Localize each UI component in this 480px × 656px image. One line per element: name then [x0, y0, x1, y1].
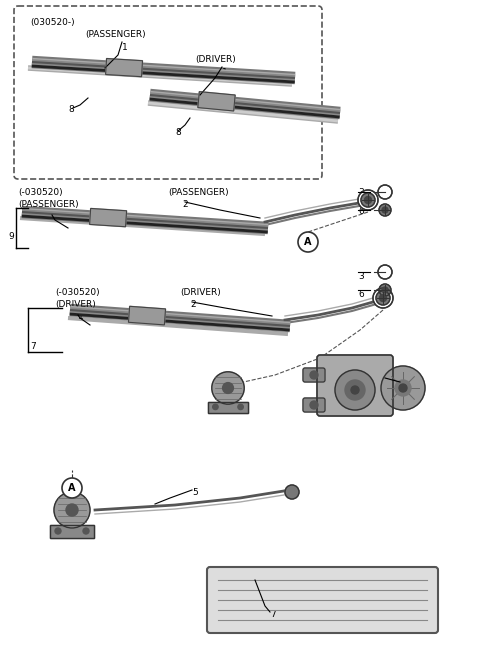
Text: 7: 7	[270, 610, 276, 619]
Circle shape	[378, 265, 392, 279]
Circle shape	[382, 287, 388, 293]
Polygon shape	[208, 401, 248, 413]
FancyBboxPatch shape	[317, 355, 393, 416]
Text: A: A	[304, 237, 312, 247]
Circle shape	[223, 382, 233, 394]
Circle shape	[212, 372, 244, 404]
Text: (030520-): (030520-)	[30, 18, 74, 27]
Text: 2: 2	[190, 300, 196, 309]
Circle shape	[382, 207, 388, 213]
Circle shape	[376, 291, 390, 305]
Text: A: A	[68, 483, 76, 493]
Text: 3: 3	[358, 272, 364, 281]
Text: 4: 4	[400, 380, 406, 389]
Circle shape	[380, 295, 386, 302]
Circle shape	[310, 401, 318, 409]
Text: 8: 8	[68, 105, 74, 114]
Text: 1: 1	[222, 68, 228, 77]
Text: 3: 3	[358, 188, 364, 197]
FancyBboxPatch shape	[14, 6, 322, 179]
Circle shape	[83, 528, 89, 534]
Text: 5: 5	[192, 488, 198, 497]
FancyBboxPatch shape	[303, 398, 325, 412]
FancyBboxPatch shape	[207, 567, 438, 633]
Text: (DRIVER): (DRIVER)	[195, 55, 236, 64]
Circle shape	[364, 197, 372, 203]
Text: 1: 1	[78, 312, 84, 321]
Text: (-030520): (-030520)	[18, 188, 62, 197]
Circle shape	[335, 370, 375, 410]
Polygon shape	[90, 209, 127, 227]
Text: 1: 1	[52, 212, 58, 221]
Circle shape	[345, 380, 365, 400]
Circle shape	[395, 380, 411, 396]
Polygon shape	[198, 92, 235, 111]
Circle shape	[358, 190, 378, 210]
Text: 2: 2	[182, 200, 188, 209]
Circle shape	[351, 386, 359, 394]
Text: 6: 6	[358, 207, 364, 216]
Circle shape	[381, 366, 425, 410]
Circle shape	[285, 485, 299, 499]
Circle shape	[378, 185, 392, 199]
FancyBboxPatch shape	[303, 368, 325, 382]
Text: (-030520): (-030520)	[55, 288, 100, 297]
Circle shape	[238, 404, 243, 409]
Polygon shape	[129, 306, 166, 325]
Circle shape	[213, 404, 218, 409]
Text: (PASSENGER): (PASSENGER)	[168, 188, 228, 197]
Circle shape	[298, 232, 318, 252]
Circle shape	[373, 288, 393, 308]
Circle shape	[62, 478, 82, 498]
Circle shape	[310, 371, 318, 379]
Circle shape	[379, 284, 391, 296]
Text: 6: 6	[358, 290, 364, 299]
Polygon shape	[50, 525, 94, 538]
Text: 9: 9	[8, 232, 14, 241]
Circle shape	[361, 193, 375, 207]
Circle shape	[399, 384, 407, 392]
Circle shape	[55, 528, 61, 534]
Text: (PASSENGER): (PASSENGER)	[18, 200, 79, 209]
Circle shape	[379, 204, 391, 216]
Circle shape	[66, 504, 78, 516]
Text: (PASSENGER): (PASSENGER)	[85, 30, 145, 39]
Circle shape	[54, 492, 90, 528]
Text: (DRIVER): (DRIVER)	[55, 300, 96, 309]
Text: (DRIVER): (DRIVER)	[180, 288, 221, 297]
Text: 8: 8	[175, 128, 181, 137]
Text: 7: 7	[30, 342, 36, 351]
Text: 1: 1	[122, 43, 128, 52]
Polygon shape	[106, 58, 143, 77]
